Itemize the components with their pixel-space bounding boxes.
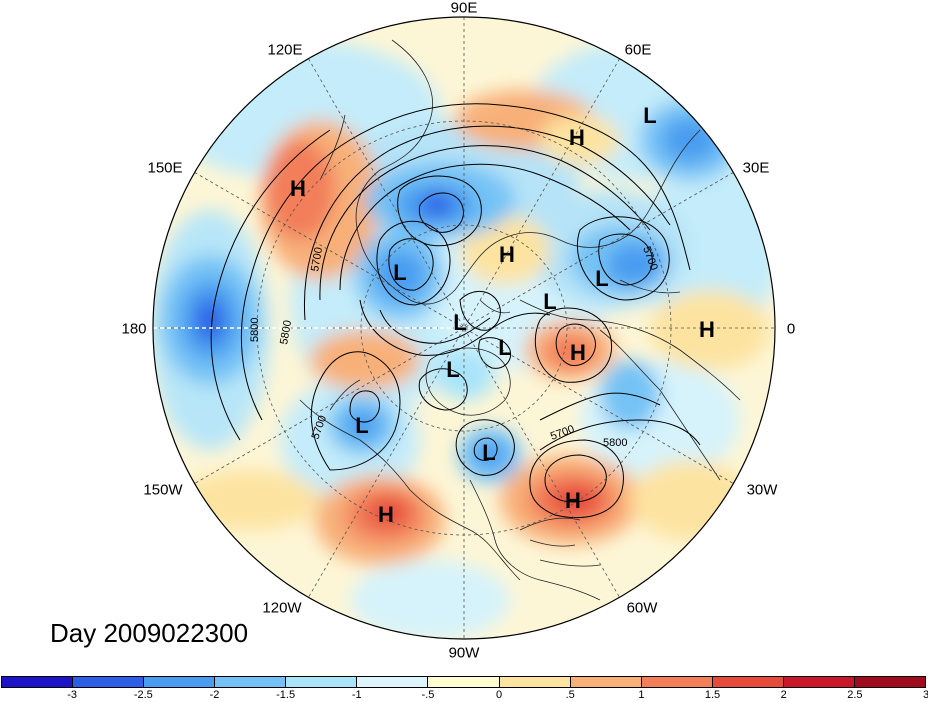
colorbar-swatch [357,677,429,687]
lon-label-30e: 30E [742,159,770,177]
lon-label-150e: 150E [147,159,183,177]
low-center-marker: L [393,260,406,285]
colorbar-swatch [570,677,642,687]
colorbar-tick-label: -1.5 [276,689,296,701]
lon-label-150w: 150W [143,481,183,499]
colorbar-tick-label: 1.5 [704,689,721,701]
low-center-marker: L [453,310,466,335]
colorbar-swatch [428,677,500,687]
high-center-marker: H [699,317,715,342]
colorbar-tick-label: -.5 [421,689,435,701]
colorbar-tick-label: 2 [780,689,787,701]
colorbar-tick-label: .5 [565,689,575,701]
colorbar-swatch [215,677,287,687]
low-center-marker: L [482,440,495,465]
low-center-marker: L [446,357,459,382]
lon-label-120w: 120W [262,599,302,617]
contour-label: 5800 [278,319,294,345]
colorbar-tick-label: -2.5 [133,689,153,701]
lon-label-0: 0 [786,320,796,338]
lon-label-120e: 120E [267,41,303,59]
low-center-marker: L [355,413,368,438]
contour-label: 5700 [309,246,325,272]
colorbar-swatch [854,677,926,687]
day-title: Day 2009022300 [50,618,249,648]
coastlines [299,39,741,601]
lon-label-30w: 30W [746,481,778,499]
height-contours [210,103,701,518]
contour-labels: 5700 5700 5800 5800 5700 5700 5800 5700 [249,245,660,449]
lon-label-180: 180 [121,320,147,338]
low-center-marker: L [543,289,556,314]
colorbar-tick-label: -1 [351,689,362,701]
high-center-marker: H [290,176,306,201]
high-center-marker: H [565,488,581,513]
contour-label: 5800 [603,437,627,449]
contour-label: 5800 [249,318,261,342]
colorbar-swatch [73,677,145,687]
colorbar-swatch [783,677,855,687]
high-center-marker: H [378,502,394,527]
high-center-marker: H [569,125,585,150]
colorbar-swatch [286,677,358,687]
lon-label-60e: 60E [624,41,652,59]
colorbar-swatch [712,677,784,687]
high-center-marker: H [499,242,515,267]
high-center-marker: H [570,340,586,365]
lon-label-60w: 60W [626,599,658,617]
colorbar-tick-label: 2.5 [847,689,863,701]
lon-label-90w: 90W [448,644,480,662]
colorbar-swatch [2,677,74,687]
globe-outline [152,16,776,640]
colorbar-swatch [144,677,216,687]
low-center-marker: L [643,103,656,128]
colorbar-swatch [641,677,713,687]
colorbar-tick-label: -2 [209,689,220,701]
low-center-marker: L [498,335,511,360]
colorbar-tick-label: 1 [638,689,645,701]
colorbar-tick-label: 3 [922,689,928,701]
graticule [153,17,775,639]
colorbar-tick-label: 0 [496,689,503,701]
low-center-marker: L [595,266,608,291]
colorbar [1,676,926,688]
pressure-centers: H H H H H H H L L L L L L L L L [290,103,715,527]
lon-label-90e: 90E [450,0,478,17]
colorbar-swatch [499,677,571,687]
colorbar-tick-label: -3 [67,689,78,701]
